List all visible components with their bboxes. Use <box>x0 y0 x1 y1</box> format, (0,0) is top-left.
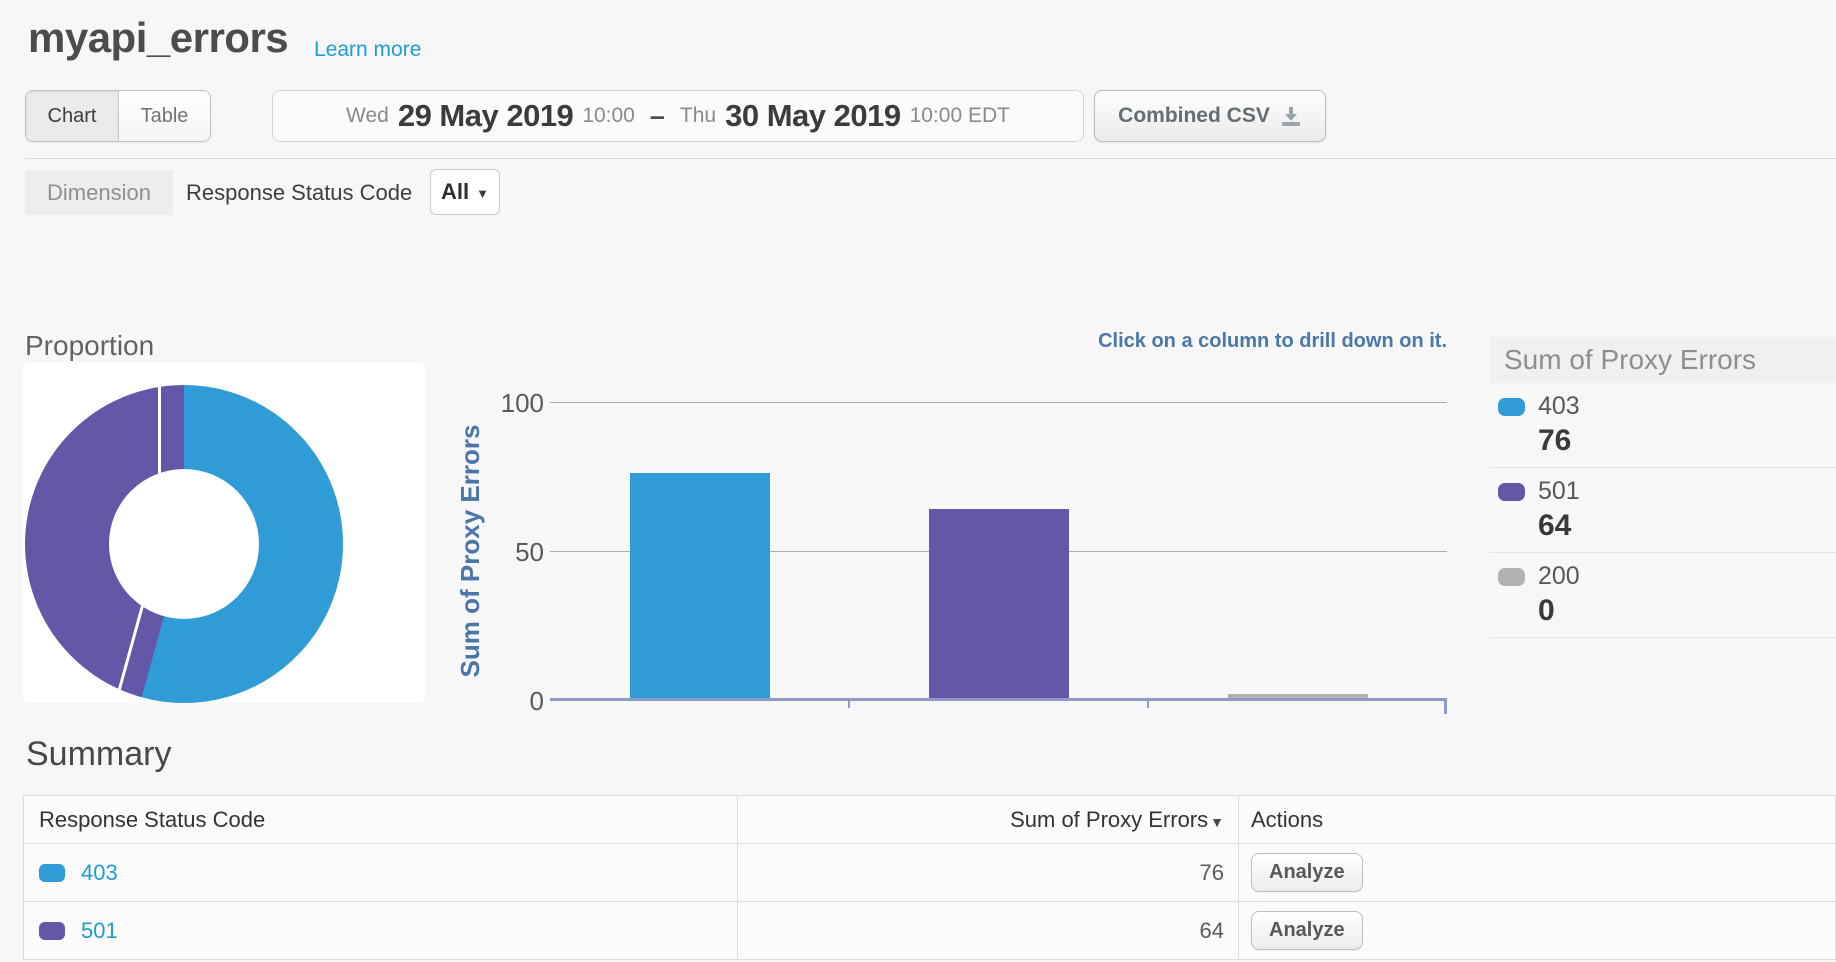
chart-table-toggle: Chart Table <box>25 90 211 142</box>
bar-200[interactable] <box>1227 694 1368 699</box>
legend-label: 200 <box>1538 562 1580 590</box>
legend-value: 76 <box>1538 424 1572 457</box>
dimension-chip: Dimension <box>25 170 173 215</box>
bar-chart-plot <box>550 380 1447 699</box>
dimension-filter-value: All <box>441 179 470 204</box>
tab-table[interactable]: Table <box>118 91 210 141</box>
row-swatch-501 <box>39 921 65 940</box>
legend-item: 403 76 <box>1490 383 1836 468</box>
tab-chart[interactable]: Chart <box>26 91 118 141</box>
bar-501[interactable] <box>928 508 1069 699</box>
x-axis-tick <box>848 700 850 708</box>
column-header-actions: Actions <box>1238 795 1836 844</box>
start-time: 10:00 <box>582 104 635 127</box>
date-range-picker[interactable]: Wed 29 May 2019 10:00 – Thu 30 May 2019 … <box>272 90 1084 142</box>
end-time: 10:00 EDT <box>909 104 1010 127</box>
row-value: 76 <box>737 843 1239 902</box>
legend-item: 501 64 <box>1490 468 1836 553</box>
legend-value: 0 <box>1538 594 1555 627</box>
legend-title: Sum of Proxy Errors <box>1490 337 1836 383</box>
analyze-button-403[interactable]: Analyze <box>1251 853 1363 892</box>
column-header-sum-of-proxy-errors[interactable]: Sum of Proxy Errors ▼ <box>737 795 1239 844</box>
toolbar-divider <box>25 158 1836 159</box>
y-tick-100: 100 <box>500 388 544 418</box>
chart-legend: Sum of Proxy Errors 403 76 501 64 200 0 <box>1490 337 1836 638</box>
x-axis-tick <box>1147 700 1149 708</box>
dimension-filter-dropdown[interactable]: All ▼ <box>430 169 500 215</box>
row-swatch-403 <box>39 863 65 882</box>
summary-header-row: Response Status Code Sum of Proxy Errors… <box>23 795 1836 844</box>
end-date: 30 May 2019 <box>725 98 901 133</box>
donut-hole <box>109 469 259 619</box>
legend-item: 200 0 <box>1490 553 1836 638</box>
table-row: 501 64 Analyze <box>23 901 1836 960</box>
drilldown-hint: Click on a column to drill down on it. <box>1098 330 1447 352</box>
legend-swatch-403 <box>1498 397 1525 416</box>
legend-label: 403 <box>1538 392 1580 420</box>
learn-more-link[interactable]: Learn more <box>314 38 422 61</box>
chevron-down-icon: ▼ <box>476 186 489 201</box>
page-title: myapi_errors <box>28 14 289 61</box>
x-axis-end-tick <box>1444 700 1447 714</box>
y-tick-50: 50 <box>515 537 544 567</box>
summary-table: Response Status Code Sum of Proxy Errors… <box>23 795 1836 960</box>
sort-desc-icon: ▼ <box>1210 813 1224 830</box>
combined-csv-label: Combined CSV <box>1118 104 1270 127</box>
date-range-separator: – <box>649 100 665 131</box>
legend-swatch-200 <box>1498 567 1525 586</box>
status-code-link-403[interactable]: 403 <box>81 859 118 885</box>
dimension-name: Response Status Code <box>186 179 413 205</box>
donut-slice-gap <box>157 385 161 544</box>
column-header-response-status-code: Response Status Code <box>23 795 738 844</box>
gridline-100 <box>550 402 1447 403</box>
combined-csv-button[interactable]: Combined CSV <box>1094 90 1326 142</box>
start-day: Wed <box>346 104 389 127</box>
legend-label: 501 <box>1538 477 1580 505</box>
status-code-link-501[interactable]: 501 <box>81 917 118 943</box>
proportion-title: Proportion <box>25 330 155 361</box>
analyze-button-501[interactable]: Analyze <box>1251 911 1363 950</box>
summary-title: Summary <box>26 735 172 773</box>
legend-swatch-501 <box>1498 482 1525 501</box>
x-axis-line <box>550 698 1447 701</box>
table-row: 403 76 Analyze <box>23 843 1836 902</box>
download-icon <box>1281 107 1300 126</box>
legend-value: 64 <box>1538 509 1572 542</box>
row-value: 64 <box>737 901 1239 960</box>
y-tick-0: 0 <box>529 686 544 716</box>
end-day: Thu <box>679 104 717 127</box>
bar-403[interactable] <box>629 473 770 699</box>
start-date: 29 May 2019 <box>397 98 574 133</box>
